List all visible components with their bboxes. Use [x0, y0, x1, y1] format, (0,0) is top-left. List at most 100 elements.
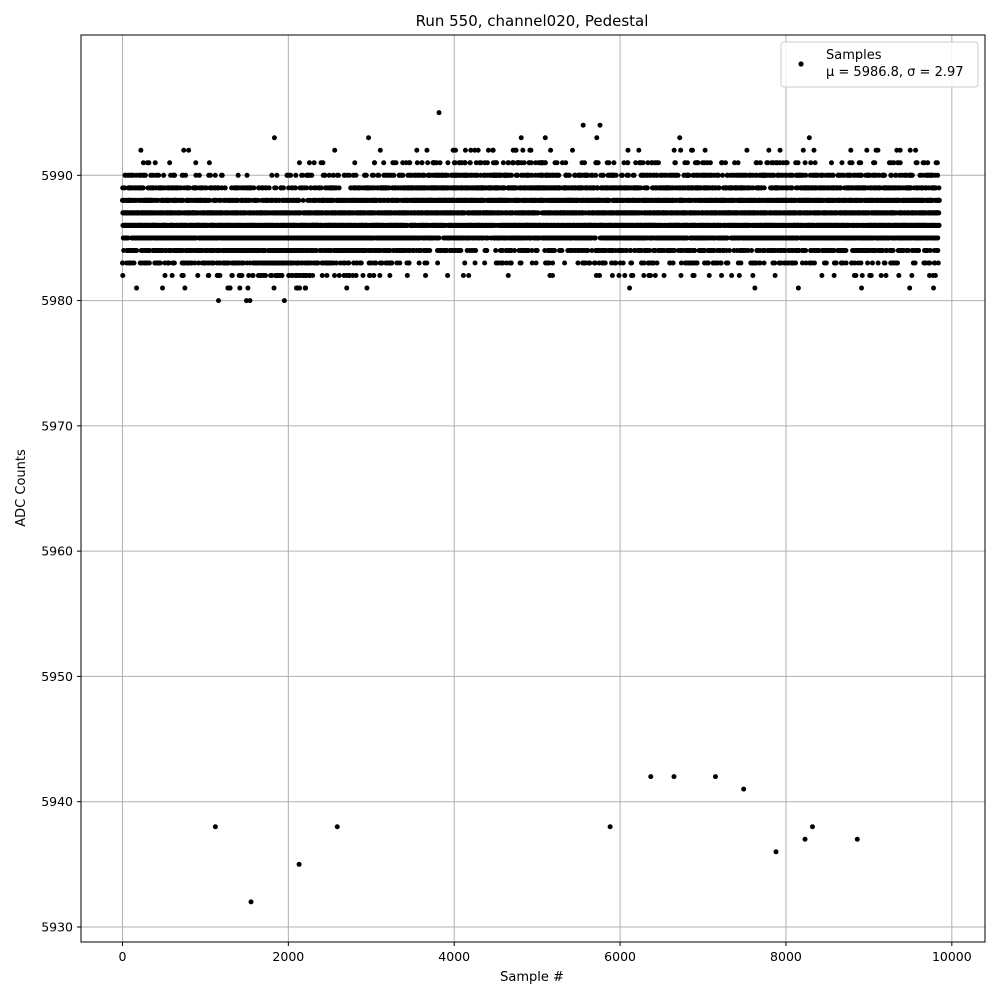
sample-point	[346, 260, 352, 266]
sample-point	[427, 247, 433, 253]
sample-point	[207, 172, 213, 178]
sample-point	[509, 172, 515, 178]
sample-point	[462, 260, 468, 266]
sample-point	[387, 273, 393, 279]
sample-point	[360, 273, 366, 279]
sample-point	[391, 172, 397, 178]
sample-point	[281, 185, 287, 191]
sample-point	[206, 160, 212, 166]
sample-point	[251, 185, 257, 191]
sample-point	[484, 247, 490, 253]
data-points	[119, 110, 942, 905]
sample-point	[363, 172, 369, 178]
sample-point	[140, 185, 146, 191]
sample-point	[263, 273, 269, 279]
sample-point	[273, 185, 279, 191]
sample-point	[373, 260, 379, 266]
sample-point	[435, 260, 441, 266]
sample-point	[493, 247, 499, 253]
sample-point	[462, 160, 468, 166]
sample-point	[292, 185, 298, 191]
sample-point	[475, 147, 481, 153]
sample-point	[131, 260, 137, 266]
sample-point	[274, 172, 280, 178]
sample-point	[332, 273, 338, 279]
sample-point	[296, 160, 302, 166]
sample-point	[296, 197, 302, 203]
sample-point	[424, 147, 430, 153]
sample-point	[162, 273, 168, 279]
sample-point	[229, 273, 235, 279]
sample-point	[196, 172, 202, 178]
sample-point	[166, 260, 172, 266]
sample-point	[288, 172, 294, 178]
sample-point	[416, 260, 422, 266]
sample-point	[467, 160, 473, 166]
sample-point	[320, 160, 326, 166]
sample-point	[217, 273, 223, 279]
sample-point	[169, 273, 175, 279]
sample-point	[152, 160, 158, 166]
sample-point	[336, 172, 342, 178]
sample-point	[336, 273, 342, 279]
sample-point	[352, 160, 358, 166]
sample-point	[381, 160, 387, 166]
sample-point	[353, 273, 359, 279]
sample-point	[247, 298, 253, 304]
sample-point	[182, 285, 188, 291]
sample-point	[235, 172, 241, 178]
sample-point	[146, 260, 152, 266]
sample-point	[366, 135, 372, 141]
sample-point	[186, 147, 192, 153]
sample-point	[436, 110, 442, 116]
sample-point	[513, 147, 519, 153]
sample-point	[271, 285, 277, 291]
sample-point	[406, 260, 412, 266]
sample-point	[377, 147, 383, 153]
sample-point	[460, 273, 466, 279]
sample-point	[404, 273, 410, 279]
sample-point	[377, 273, 383, 279]
sample-point	[472, 260, 478, 266]
sample-point	[293, 172, 299, 178]
sample-point	[281, 298, 287, 304]
sample-point	[332, 147, 338, 153]
sample-point	[180, 273, 186, 279]
sample-point	[195, 273, 201, 279]
sample-point	[336, 185, 342, 191]
sample-point	[353, 172, 359, 178]
sample-point	[376, 172, 382, 178]
sample-point	[156, 172, 162, 178]
sample-point	[485, 147, 491, 153]
sample-point	[482, 260, 488, 266]
sample-point	[279, 273, 285, 279]
sample-point	[160, 285, 166, 291]
sample-point	[303, 285, 309, 291]
sample-point	[161, 172, 167, 178]
sample-point	[407, 160, 413, 166]
sample-point	[397, 260, 403, 266]
sample-point	[244, 172, 250, 178]
sample-point	[445, 273, 451, 279]
sample-point	[319, 273, 325, 279]
sample-point	[528, 147, 534, 153]
sample-point	[146, 160, 152, 166]
sample-point	[521, 160, 527, 166]
sample-point	[122, 185, 128, 191]
sample-point	[423, 273, 429, 279]
sample-point	[520, 147, 526, 153]
sample-point	[419, 160, 425, 166]
sample-point	[239, 273, 245, 279]
sample-point	[171, 260, 177, 266]
sample-point	[134, 285, 140, 291]
sample-point	[183, 172, 189, 178]
sample-point	[473, 247, 479, 253]
sample-point	[222, 185, 228, 191]
sample-point	[120, 260, 126, 266]
sample-point	[309, 172, 315, 178]
sample-point	[140, 160, 146, 166]
sample-point	[186, 185, 192, 191]
sample-point	[142, 172, 148, 178]
sample-point	[271, 135, 277, 141]
